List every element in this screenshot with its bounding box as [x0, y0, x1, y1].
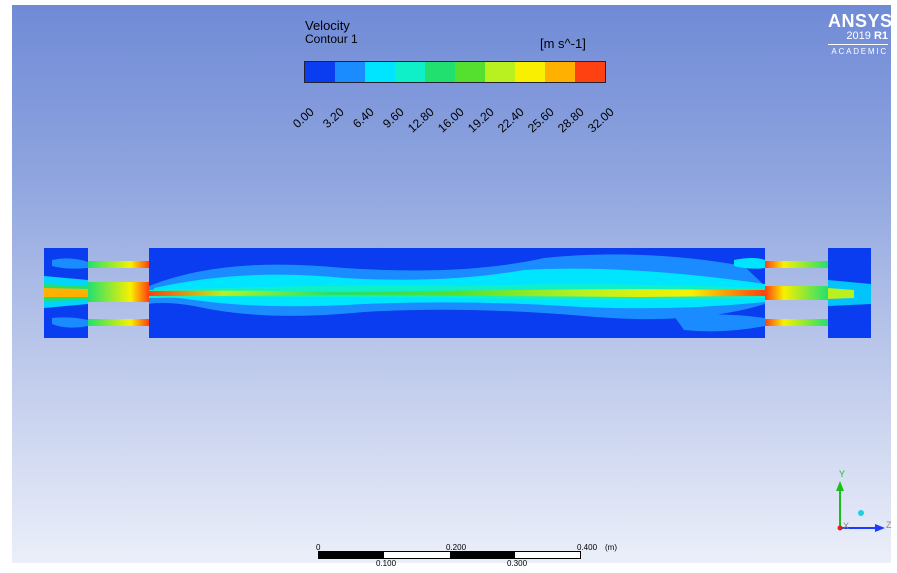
legend-unit: [m s^-1]	[540, 36, 586, 51]
brand-name: ANSYS	[828, 11, 893, 31]
legend-tick-label: 32.00	[584, 104, 617, 136]
brand-edition: ACADEMIC	[828, 44, 888, 56]
velocity-contour-plot[interactable]	[44, 246, 872, 340]
scale-label: 0.300	[507, 559, 528, 568]
legend-tick-label: 16.00	[434, 104, 467, 136]
right-upper-tube	[765, 261, 828, 268]
left-lower-wake	[52, 317, 88, 328]
axis-triad[interactable]	[825, 465, 895, 535]
brand-version-release: R1	[873, 30, 888, 42]
jet-core	[149, 289, 765, 297]
ruler-segment	[384, 552, 450, 558]
colorbar-segment	[425, 62, 455, 82]
left-upper-tube	[88, 261, 149, 268]
ruler-segment	[319, 552, 385, 558]
scale-label: 0.200	[446, 543, 467, 552]
colorbar-segment	[485, 62, 515, 82]
legend-title: Velocity	[305, 18, 350, 33]
legend-tick-label: 12.80	[404, 104, 437, 136]
legend-subtitle: Contour 1	[305, 32, 358, 46]
right-jet-core	[828, 288, 854, 299]
right-middle-tube	[765, 286, 828, 300]
view-center-icon	[858, 510, 864, 516]
z-axis-arrowhead	[875, 524, 885, 532]
colorbar-segment	[455, 62, 485, 82]
scale-unit: (m)	[605, 543, 617, 552]
colorbar-segment	[305, 62, 335, 82]
legend-tick-label: 25.60	[524, 104, 557, 136]
legend-tick-label: 28.80	[554, 104, 587, 136]
colorbar-segment	[395, 62, 425, 82]
colorbar-segment	[515, 62, 545, 82]
legend-tick-label: 19.20	[464, 104, 497, 136]
scale-ruler	[318, 551, 581, 559]
ansys-logo: ANSYS 2019 R1 ACADEMIC	[828, 11, 893, 56]
left-lower-tube	[88, 319, 149, 326]
colorbar-segment	[575, 62, 605, 82]
legend-tick-label: 9.60	[379, 104, 407, 131]
colorbar-segment	[365, 62, 395, 82]
y-axis-arrowhead	[836, 481, 844, 491]
right-lower-tube	[765, 319, 828, 326]
viewport-border-top	[0, 0, 897, 5]
legend-colorbar	[304, 61, 606, 83]
left-jet-hot	[44, 288, 88, 297]
triad-y-label: Y	[839, 469, 846, 479]
triad-z-label: Z	[886, 520, 892, 530]
outlet-upper-wake	[734, 258, 765, 269]
legend-tick-label: 0.00	[289, 104, 317, 131]
brand-version-year: 2019	[846, 30, 871, 42]
viewport-border-left	[0, 0, 12, 573]
left-upper-wake	[52, 258, 88, 269]
legend-tick-label: 6.40	[349, 104, 377, 131]
scale-label: 0.100	[376, 559, 397, 568]
colorbar-segment	[545, 62, 575, 82]
scale-label: 0.400	[577, 543, 598, 552]
ruler-segment	[449, 552, 515, 558]
outlet-lower-wake	[674, 314, 765, 332]
viewport-border-bottom	[0, 563, 897, 573]
legend-tick-label: 22.40	[494, 104, 527, 136]
legend-tick-label: 3.20	[319, 104, 347, 131]
brand-version: 2019 R1	[828, 30, 888, 42]
left-middle-tube	[88, 282, 149, 302]
x-axis-origin-icon	[837, 525, 843, 531]
colorbar-segment	[335, 62, 365, 82]
ruler-segment	[514, 552, 580, 558]
scale-label: 0	[316, 543, 321, 552]
viewport-border-right	[891, 0, 897, 573]
triad-x-label: X	[843, 521, 850, 531]
